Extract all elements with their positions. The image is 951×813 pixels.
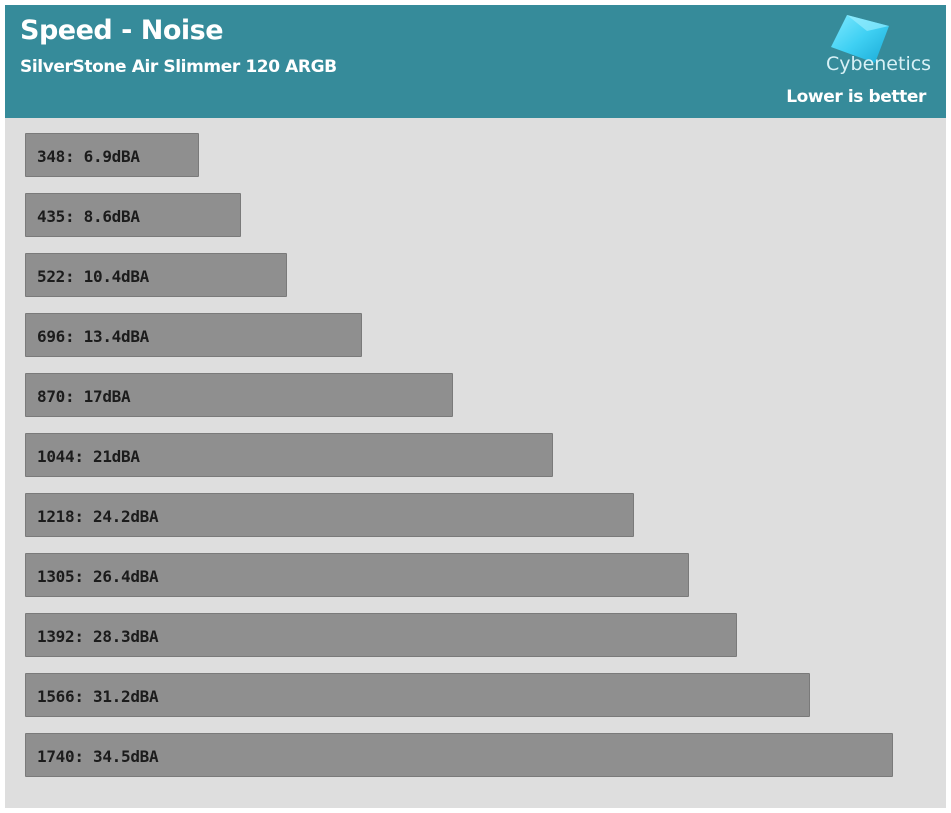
bar-label-1566: 1566: 31.2dBA — [37, 687, 159, 706]
bar-348: 348: 6.9dBA — [25, 133, 199, 177]
bar-label-435: 435: 8.6dBA — [37, 207, 140, 226]
chart-frame: Speed - Noise SilverStone Air Slimmer 12… — [5, 5, 946, 808]
bar-522: 522: 10.4dBA — [25, 253, 287, 297]
bar-435: 435: 8.6dBA — [25, 193, 241, 237]
bar-1044: 1044: 21dBA — [25, 433, 553, 477]
bar-696: 696: 13.4dBA — [25, 313, 362, 357]
bar-label-696: 696: 13.4dBA — [37, 327, 149, 346]
bar-870: 870: 17dBA — [25, 373, 453, 417]
bar-1566: 1566: 31.2dBA — [25, 673, 810, 717]
bar-label-1305: 1305: 26.4dBA — [37, 567, 159, 586]
logo-wordmark: Cybenetics — [826, 53, 932, 75]
chart-title: Speed - Noise — [20, 15, 224, 46]
plot-area: 348: 6.9dBA 435: 8.6dBA 522: 10.4dBA 696: 1… — [5, 118, 946, 808]
bar-label-1218: 1218: 24.2dBA — [37, 507, 159, 526]
chart-subtitle: SilverStone Air Slimmer 120 ARGB — [20, 57, 337, 77]
chart-header: Speed - Noise SilverStone Air Slimmer 12… — [5, 5, 946, 118]
bar-1305: 1305: 26.4dBA — [25, 553, 689, 597]
bar-1740: 1740: 34.5dBA — [25, 733, 893, 777]
bar-label-348: 348: 6.9dBA — [37, 147, 140, 166]
bar-label-522: 522: 10.4dBA — [37, 267, 149, 286]
bar-label-1044: 1044: 21dBA — [37, 447, 140, 466]
bar-1392: 1392: 28.3dBA — [25, 613, 737, 657]
bar-label-1392: 1392: 28.3dBA — [37, 627, 159, 646]
cybenetics-logo-icon — [831, 15, 889, 63]
bar-label-870: 870: 17dBA — [37, 387, 131, 406]
bar-1218: 1218: 24.2dBA — [25, 493, 634, 537]
lower-is-better-note: Lower is better — [786, 87, 926, 107]
bar-label-1740: 1740: 34.5dBA — [37, 747, 159, 766]
